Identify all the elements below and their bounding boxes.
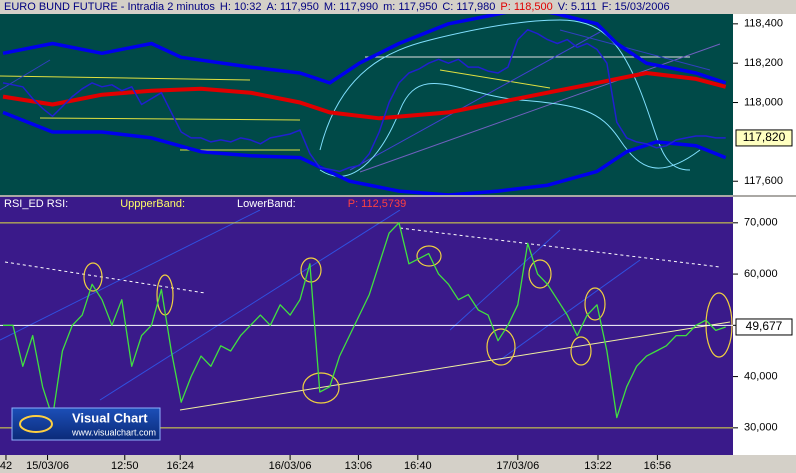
y-tick-label: 118,000 [744,96,783,108]
channel-line [0,210,261,341]
x-tick-label: 13:06 [345,460,373,472]
series-line [2,71,727,121]
channel-line [449,229,561,331]
trend-line [0,59,51,91]
header-item: RSI_ED RSI: [4,198,68,210]
x-tick-label: 15/03/06 [26,460,69,472]
y-tick-label: 118,200 [744,57,783,69]
chart-title: EURO BUND FUTURE - Intradia 2 minutos [4,1,215,13]
logo-icon [19,415,53,433]
rsi-header [0,197,733,210]
series-line [2,110,727,195]
x-tick-label: 16:40 [404,460,432,472]
header-item: P: 112,5739 [348,198,407,210]
rsi-annotations [0,210,733,411]
x-tick-label: 42 [0,460,12,472]
circle [528,259,552,289]
trend-line [4,261,206,294]
header-item: P: 118,500 [500,1,552,13]
header-item: F: 15/03/2006 [602,1,670,13]
trend-line [349,31,601,171]
channel-line [499,259,641,361]
x-tick-label: 17/03/06 [496,460,539,472]
circle [570,336,592,366]
x-tick-label: 12:50 [111,460,139,472]
y-tick-label: 118,400 [744,18,783,30]
header-item: m: 117,950 [383,1,437,13]
support-line [0,75,251,81]
trend-line [179,321,731,411]
circle [302,372,340,404]
last-value-label: 117,820 [743,130,786,144]
trend-line [559,29,711,71]
header-item: A: 117,950 [266,1,318,13]
last-value-box [735,129,793,147]
header-item: LowerBand: [237,198,296,210]
series-line [2,28,726,173]
envelope [319,19,691,171]
y-tick-label: 117,600 [744,175,783,187]
series-line [3,222,726,419]
logo-box [11,407,161,441]
channel-line [99,210,401,401]
x-tick-label: 13:22 [584,460,612,472]
header-item: C: 117,980 [442,1,495,13]
x-tick-label: 16:24 [166,460,194,472]
y-tick-label: 60,000 [744,268,778,280]
price-panel [0,14,733,195]
header-item: V: 5.111 [558,1,597,13]
y-tick-label: 70,000 [744,217,778,229]
x-tick-label: 16:56 [644,460,672,472]
logo-name: Visual Chart [72,410,148,425]
header-item: M: 117,990 [324,1,378,13]
circle [486,328,516,366]
circle [416,245,442,267]
support-line [39,117,301,121]
price-axis [733,14,796,195]
circle [584,287,606,321]
y-tick-label: 30,000 [744,422,778,434]
series-line [2,14,727,85]
logo-url: www.visualchart.com [71,427,156,437]
header-item: UppperBand: [120,198,185,210]
header-item: H: 10:32 [220,1,262,13]
circle [83,262,103,292]
last-value-box [735,318,793,336]
last-value-label: 49,677 [746,319,783,333]
x-tick-label: 16/03/06 [269,460,312,472]
support-line [439,69,551,89]
y-tick-label: 40,000 [744,370,778,382]
